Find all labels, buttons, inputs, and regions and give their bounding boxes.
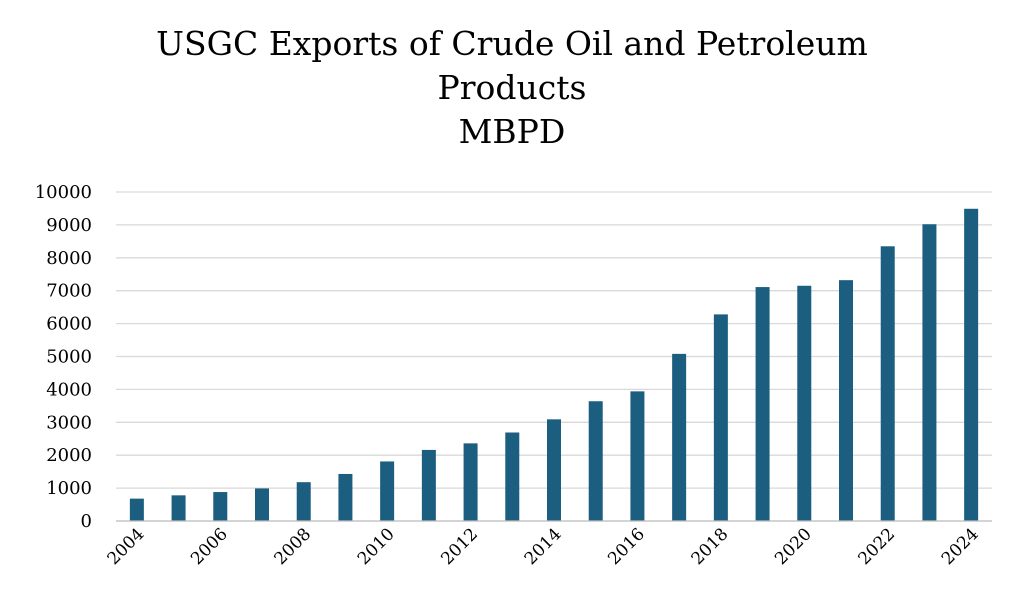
chart-title-line-2: Products <box>437 68 587 107</box>
bar <box>296 482 311 521</box>
x-tick-label: 2006 <box>187 524 232 569</box>
y-tick-label: 7000 <box>46 281 92 302</box>
y-tick-label: 0 <box>81 511 92 532</box>
x-tick-label: 2024 <box>938 524 983 569</box>
bar <box>129 498 144 521</box>
bar <box>713 314 728 521</box>
chart-title-line-3: MBPD <box>458 112 566 151</box>
x-tick-label: 2008 <box>271 524 316 569</box>
bar <box>630 391 645 521</box>
y-tick-label: 6000 <box>46 314 92 335</box>
bar <box>922 224 937 521</box>
y-tick-label: 10000 <box>35 182 92 203</box>
bar <box>505 432 520 521</box>
x-tick-label: 2020 <box>771 524 816 569</box>
x-tick-label: 2018 <box>688 524 733 569</box>
x-tick-label: 2012 <box>437 524 482 569</box>
bar <box>547 419 561 521</box>
y-tick-label: 3000 <box>46 412 92 433</box>
x-tick-label: 2022 <box>855 524 900 569</box>
y-tick-label: 2000 <box>46 445 92 466</box>
x-tick-label: 2016 <box>604 524 649 569</box>
bar <box>755 287 770 521</box>
y-tick-label: 1000 <box>46 478 92 499</box>
bar <box>797 285 812 521</box>
bar <box>839 280 853 521</box>
bar <box>588 401 603 521</box>
y-tick-label: 9000 <box>46 215 92 236</box>
bar <box>672 353 687 521</box>
bar <box>213 492 228 521</box>
chart-title-line-1: USGC Exports of Crude Oil and Petroleum <box>156 24 868 63</box>
bar <box>380 461 395 521</box>
bar <box>463 443 478 521</box>
bar <box>255 488 269 521</box>
y-tick-label: 5000 <box>46 347 92 368</box>
bar <box>421 449 436 521</box>
bar <box>171 495 186 521</box>
x-tick-label: 2014 <box>521 524 566 569</box>
y-tick-label: 8000 <box>46 248 92 269</box>
bar <box>964 208 979 522</box>
bar <box>880 246 895 521</box>
y-tick-label: 4000 <box>46 379 92 400</box>
chart-title: USGC Exports of Crude Oil and Petroleum … <box>0 22 1024 154</box>
x-tick-label: 2010 <box>354 524 399 569</box>
x-tick-label: 2004 <box>104 524 149 569</box>
bar <box>338 473 353 521</box>
